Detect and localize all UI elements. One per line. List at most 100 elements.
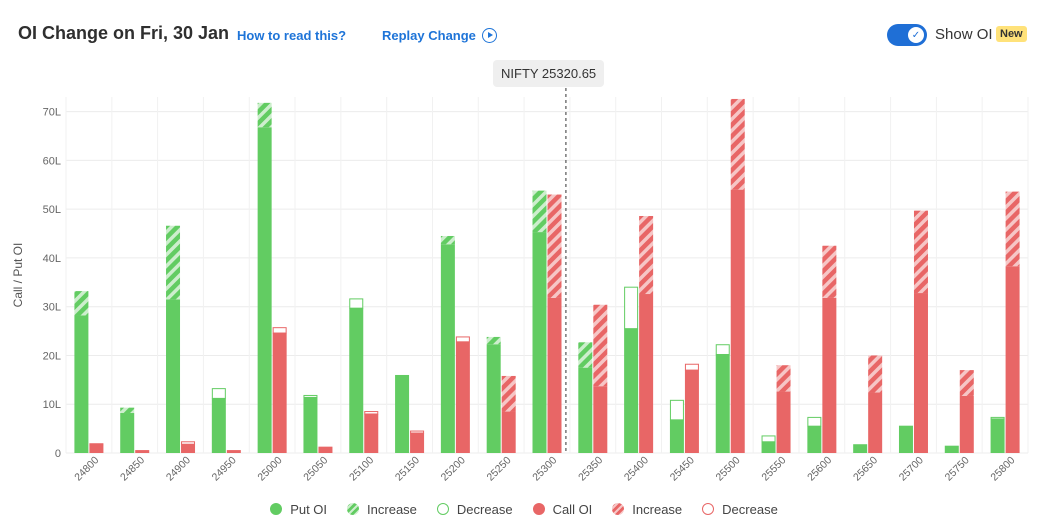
call-oi-swatch-icon [532,503,545,515]
put-decrease-swatch-icon [436,503,449,515]
y-tick-label: 0 [55,448,61,460]
call-oi-bar [272,333,287,453]
put-oi-bar [990,418,1005,453]
put-oi-increase-bar [257,102,272,128]
call-oi-bar [822,297,837,453]
y-tick-label: 10L [43,399,61,411]
x-tick-label: 25000 [255,454,284,483]
legend-label: Increase [367,501,417,517]
put-oi-bar [944,445,959,453]
x-tick-label: 24900 [164,454,193,483]
call-oi-increase-bar [501,375,516,412]
y-axis-label: Call / Put OI [11,243,25,308]
put-oi-bar [395,374,410,453]
put-oi-bar [486,344,501,453]
put-oi-bar [349,308,364,453]
put-oi-bar [74,315,89,453]
put-oi-bar [807,426,822,453]
call-oi-increase-bar [639,215,654,295]
x-tick-label: 25700 [897,454,926,483]
y-tick-label: 40L [43,253,61,265]
put-oi-bar [120,413,135,453]
legend-call-increase[interactable]: Increase [612,502,682,517]
call-oi-decrease-bar [272,327,287,334]
call-oi-bar [364,413,379,453]
put-oi-bar [211,398,226,453]
call-oi-bar [89,444,104,453]
legend-label: Increase [632,501,683,517]
legend-put-oi[interactable]: Put OI [270,502,327,517]
put-oi-increase-bar [74,291,89,316]
x-tick-label: 25550 [759,454,788,483]
put-oi-decrease-bar [349,298,364,309]
spot-price-tooltip: NIFTY 25320.65 [493,60,605,87]
put-oi-decrease-bar [624,286,639,330]
put-oi-decrease-bar [807,416,822,427]
x-tick-label: 25800 [988,454,1017,483]
put-oi-increase-bar [440,235,455,245]
x-tick-label: 25650 [851,454,880,483]
call-oi-bar [730,189,745,453]
put-oi-increase-bar [120,407,135,414]
replay-change-button[interactable]: Replay Change [382,28,497,43]
call-oi-increase-bar [1005,191,1020,267]
call-oi-bar [455,341,470,453]
call-oi-increase-bar [547,194,562,298]
call-oi-bar [501,411,516,453]
call-oi-decrease-bar [89,443,104,446]
x-tick-label: 25100 [347,454,376,483]
call-increase-swatch-icon [612,503,625,515]
how-to-read-link[interactable]: How to read this? [237,28,347,43]
call-oi-bar [776,391,791,453]
put-oi-bar [440,244,455,453]
x-tick-label: 25750 [943,454,972,483]
x-tick-label: 25200 [439,454,468,483]
play-circle-icon [481,28,497,43]
x-tick-label: 25400 [622,454,651,483]
legend-put-decrease[interactable]: Decrease [436,501,513,517]
put-oi-bar [898,425,913,453]
x-tick-label: 25500 [714,454,743,483]
show-oi-toggle[interactable]: ✓ [887,24,927,46]
legend-label: Decrease [456,501,513,517]
check-icon: ✓ [908,27,924,43]
call-oi-bar [959,395,974,453]
call-oi-decrease-bar [410,430,425,434]
x-tick-label: 24950 [210,454,239,483]
call-oi-increase-bar [822,245,837,298]
call-oi-decrease-bar [364,411,379,415]
put-oi-bar [624,328,639,453]
x-tick-label: 25050 [301,454,330,483]
put-oi-bar [578,367,593,453]
x-tick-label: 25450 [668,454,697,483]
legend-call-oi[interactable]: Call OI [532,502,592,517]
y-tick-label: 20L [43,350,61,362]
put-oi-increase-bar [486,336,501,345]
call-oi-decrease-bar [181,441,196,445]
put-oi-increase-bar [578,342,593,368]
y-tick-label: 70L [43,107,61,119]
put-oi-increase-bar [532,190,547,233]
put-oi-bar [715,354,730,453]
put-oi-bar [853,444,868,453]
put-increase-swatch-icon [347,503,360,515]
put-oi-increase-bar [166,225,181,300]
header: OI Change on Fri, 30 Jan How to read thi… [0,0,1048,70]
call-oi-bar [181,444,196,453]
put-oi-decrease-bar [211,388,226,399]
page-title: OI Change on Fri, 30 Jan [18,23,230,43]
put-oi-decrease-bar [715,344,730,355]
legend-label: Decrease [722,501,778,517]
put-oi-decrease-bar [669,399,684,421]
legend-call-decrease[interactable]: Decrease [702,502,778,517]
y-tick-label: 30L [43,302,61,314]
call-oi-bar [684,370,699,453]
call-oi-bar [639,294,654,453]
legend-put-increase[interactable]: Increase [347,502,417,517]
call-decrease-swatch-icon [702,503,715,515]
y-tick-label: 60L [43,155,61,167]
x-tick-label: 24800 [72,454,101,483]
legend-label: Put OI [290,501,328,517]
call-oi-bar [593,386,608,453]
